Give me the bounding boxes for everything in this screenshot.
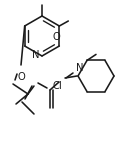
Text: N: N [76,63,83,73]
Text: Cl: Cl [53,81,62,91]
Text: O: O [52,32,60,42]
Text: O: O [17,72,25,82]
Text: N: N [32,50,39,60]
